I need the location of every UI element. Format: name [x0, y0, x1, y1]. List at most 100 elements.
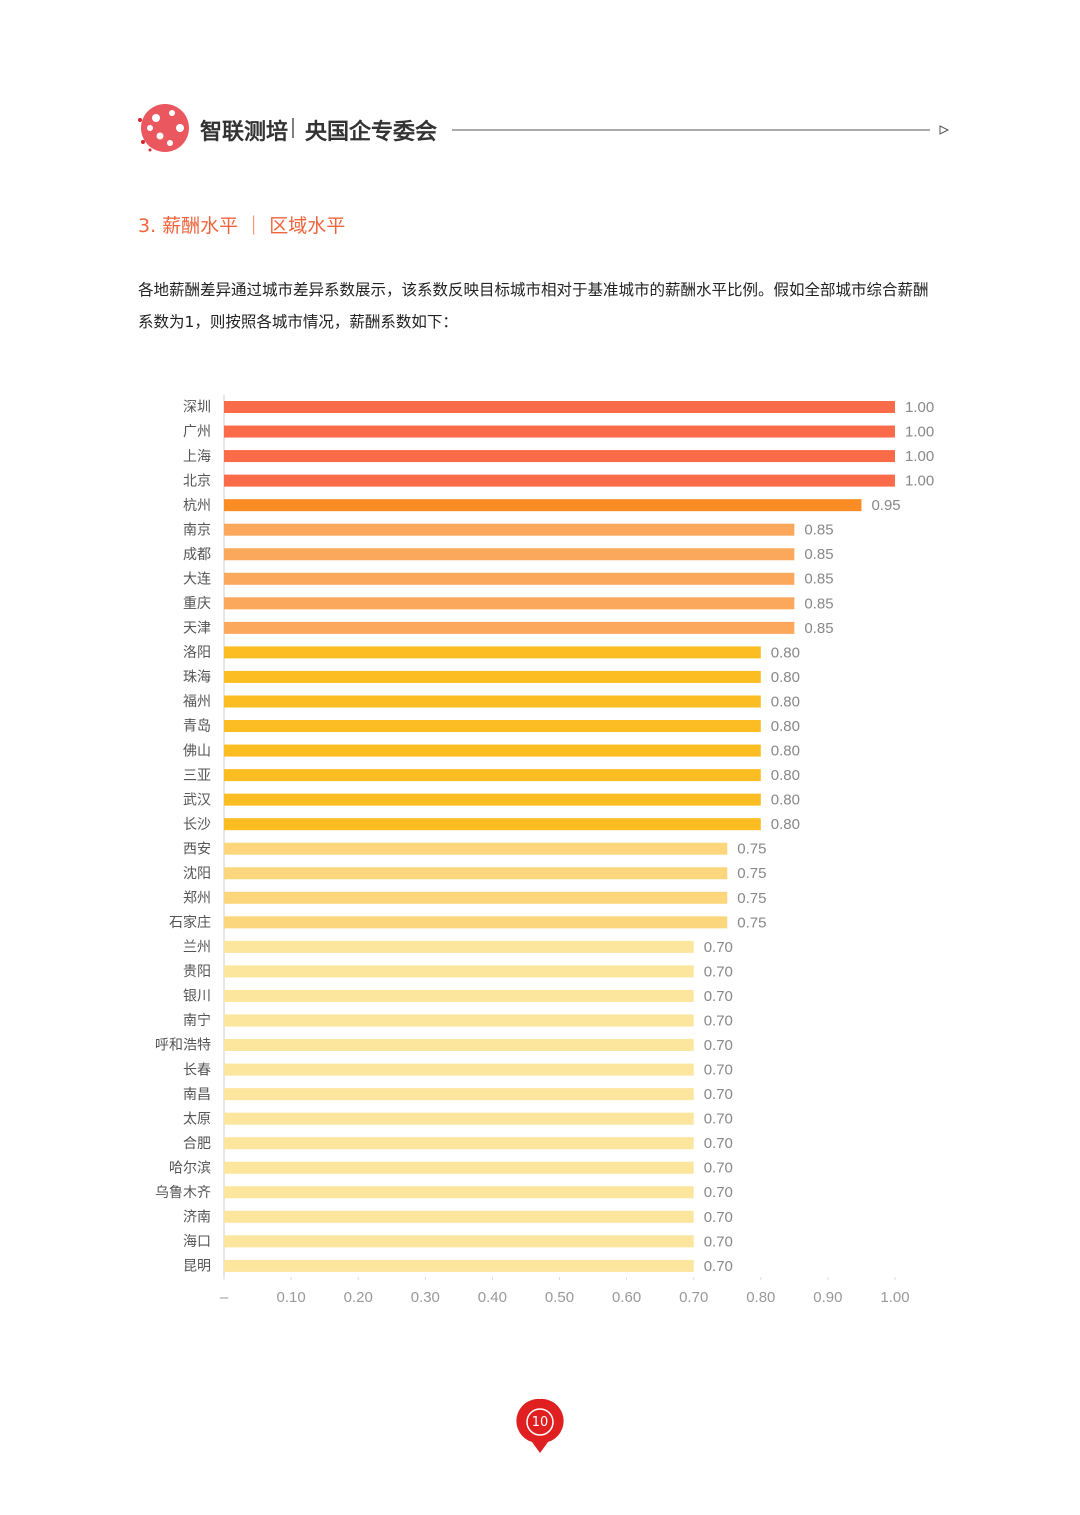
category-label: 哈尔滨 [169, 1159, 211, 1175]
value-label: 0.85 [804, 595, 833, 612]
category-label: 青岛 [183, 718, 211, 734]
bar [224, 916, 728, 929]
x-tick-label: 0.20 [344, 1289, 373, 1306]
value-label: 0.70 [704, 1012, 733, 1029]
category-label: 长春 [183, 1061, 211, 1077]
value-label: 1.00 [905, 448, 934, 465]
bar [224, 769, 761, 782]
bar [224, 793, 761, 806]
value-label: 0.85 [804, 522, 833, 539]
bar [224, 1039, 694, 1052]
value-label: 0.80 [771, 816, 800, 833]
bar [224, 867, 728, 880]
value-label: 0.80 [771, 743, 800, 760]
bar [224, 1235, 694, 1248]
value-label: 0.95 [871, 497, 900, 514]
category-label: 福州 [183, 693, 211, 709]
category-label: 合肥 [183, 1135, 211, 1151]
category-label: 太原 [183, 1110, 211, 1126]
bar [224, 1063, 694, 1076]
logo [138, 104, 189, 152]
value-label: 0.75 [737, 865, 766, 882]
bar [224, 1186, 694, 1199]
x-tick-label: – [220, 1289, 229, 1306]
bar [224, 1161, 694, 1174]
value-label: 1.00 [905, 399, 934, 416]
bar [224, 1088, 694, 1101]
category-label: 沈阳 [183, 865, 211, 881]
bar [224, 1014, 694, 1027]
category-label: 南昌 [183, 1086, 211, 1102]
value-label: 0.70 [704, 1258, 733, 1275]
value-label: 0.70 [704, 1233, 733, 1250]
bar [224, 572, 795, 585]
category-label: 银川 [183, 988, 211, 1004]
bar [224, 818, 761, 831]
category-label: 珠海 [183, 669, 211, 685]
value-label: 0.80 [771, 693, 800, 710]
category-label: 广州 [183, 423, 211, 439]
category-label: 乌鲁木齐 [155, 1184, 211, 1200]
category-label: 南京 [183, 521, 211, 537]
value-label: 0.70 [704, 988, 733, 1005]
bar [224, 450, 895, 463]
bar [224, 1210, 694, 1223]
value-label: 0.70 [704, 1111, 733, 1128]
category-label: 三亚 [183, 767, 211, 783]
bar [224, 523, 795, 536]
value-label: 0.70 [704, 1184, 733, 1201]
category-label: 郑州 [183, 890, 211, 906]
category-label: 济南 [183, 1209, 211, 1225]
value-label: 0.80 [771, 644, 800, 661]
value-label: 0.70 [704, 1160, 733, 1177]
value-label: 0.70 [704, 939, 733, 956]
bar [224, 695, 761, 708]
category-label: 海口 [183, 1233, 211, 1249]
x-tick-label: 0.60 [612, 1289, 641, 1306]
bar [224, 940, 694, 953]
value-label: 0.75 [737, 841, 766, 858]
category-label: 北京 [183, 472, 211, 488]
value-label: 0.80 [771, 718, 800, 735]
x-tick-label: 0.30 [411, 1289, 440, 1306]
x-tick-label: 0.80 [746, 1289, 775, 1306]
value-label: 0.80 [771, 792, 800, 809]
value-label: 0.80 [771, 669, 800, 686]
value-label: 0.70 [704, 1062, 733, 1079]
category-label: 上海 [183, 448, 211, 464]
x-tick-label: 0.90 [813, 1289, 842, 1306]
bar [224, 621, 795, 634]
category-label: 呼和浩特 [155, 1037, 211, 1053]
brand: 智联测培 [200, 120, 289, 145]
value-label: 0.85 [804, 620, 833, 637]
category-label: 石家庄 [169, 914, 211, 930]
header-graphics [138, 104, 950, 152]
bar [224, 474, 895, 487]
category-label: 大连 [183, 570, 211, 586]
bar [224, 1112, 694, 1125]
value-label: 0.80 [771, 767, 800, 784]
category-label: 昆明 [183, 1258, 211, 1274]
value-label: 0.70 [704, 1209, 733, 1226]
value-label: 0.70 [704, 1086, 733, 1103]
bar [224, 548, 795, 561]
value-label: 1.00 [905, 424, 934, 441]
bar [224, 744, 761, 757]
category-label: 佛山 [183, 742, 211, 758]
bar [224, 965, 694, 978]
bar [224, 670, 761, 683]
x-tick-label: 0.10 [276, 1289, 305, 1306]
bar [224, 842, 728, 855]
category-label: 天津 [183, 620, 211, 636]
bar [224, 1137, 694, 1150]
x-tick-label: 0.70 [679, 1289, 708, 1306]
bar [224, 720, 761, 733]
category-label: 深圳 [183, 399, 211, 415]
section-title: 3. 薪酬水平 ｜ 区域水平 [138, 215, 346, 237]
category-label: 重庆 [183, 595, 211, 611]
category-label: 武汉 [183, 791, 211, 807]
category-label: 南宁 [183, 1012, 211, 1028]
header-arrow [939, 125, 950, 135]
bar [224, 401, 895, 413]
category-label: 长沙 [183, 816, 211, 832]
